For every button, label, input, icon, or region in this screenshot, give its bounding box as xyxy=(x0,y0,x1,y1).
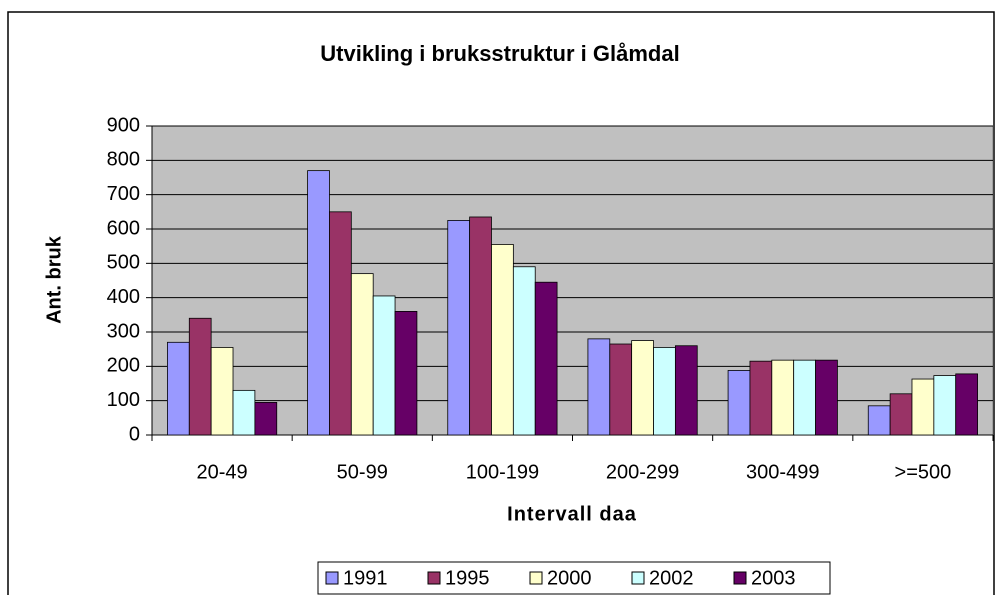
bar xyxy=(232,389,256,436)
bar xyxy=(631,340,654,436)
bar xyxy=(210,347,234,436)
y-axis-label: Ant. bruk xyxy=(43,235,65,324)
bar xyxy=(889,393,913,436)
y-tick-label: 700 xyxy=(107,183,140,205)
bar xyxy=(749,360,773,436)
y-tick-label: 100 xyxy=(107,389,140,411)
y-tick-label: 600 xyxy=(107,217,140,239)
y-tick-label: 300 xyxy=(107,320,140,342)
bar xyxy=(394,310,418,436)
bar xyxy=(771,359,795,436)
y-tick-label: 400 xyxy=(107,286,140,308)
legend-label: 1995 xyxy=(445,567,490,589)
bar xyxy=(329,211,352,436)
x-tick-label: 200-299 xyxy=(606,461,679,483)
bar xyxy=(469,216,492,436)
bar xyxy=(350,273,374,436)
bar xyxy=(512,266,536,436)
y-tick-label: 900 xyxy=(107,114,140,136)
legend-swatch xyxy=(631,571,645,585)
bar xyxy=(254,401,278,436)
x-tick-label: 100-199 xyxy=(466,461,539,483)
y-tick-label: 500 xyxy=(107,252,140,274)
x-axis-label: Intervall daa xyxy=(507,503,637,525)
bar xyxy=(587,338,611,436)
bar xyxy=(955,373,978,436)
bar xyxy=(491,244,514,436)
bar xyxy=(447,220,471,436)
legend-swatch xyxy=(325,571,339,585)
legend-label: 2000 xyxy=(547,567,592,589)
bar xyxy=(372,295,396,436)
bar xyxy=(933,375,957,436)
legend-label: 2003 xyxy=(751,567,796,589)
bar xyxy=(911,378,935,436)
bar xyxy=(653,347,676,436)
bar xyxy=(167,341,190,436)
legend-label: 2002 xyxy=(649,567,694,589)
legend-label: 1991 xyxy=(343,567,388,589)
bar xyxy=(609,343,633,436)
legend-swatch xyxy=(733,571,747,585)
y-tick-label: 0 xyxy=(129,423,140,445)
bar xyxy=(815,359,838,436)
bar xyxy=(534,281,558,436)
x-tick-label: >=500 xyxy=(895,461,952,483)
bar xyxy=(793,359,816,436)
bar xyxy=(674,345,698,436)
plot-area xyxy=(151,125,994,436)
y-tick-label: 200 xyxy=(107,355,140,377)
x-tick-label: 20-49 xyxy=(197,461,248,483)
chart-title: Utvikling i bruksstruktur i Glåmdal xyxy=(320,41,679,66)
x-tick-label: 300-499 xyxy=(746,461,819,483)
legend-swatch xyxy=(427,571,441,585)
bar xyxy=(188,317,212,436)
x-tick-label: 50-99 xyxy=(337,461,388,483)
bar xyxy=(867,405,891,436)
y-tick-label: 800 xyxy=(107,149,140,171)
bar xyxy=(307,170,330,436)
bar xyxy=(727,370,751,436)
legend-swatch xyxy=(529,571,543,585)
